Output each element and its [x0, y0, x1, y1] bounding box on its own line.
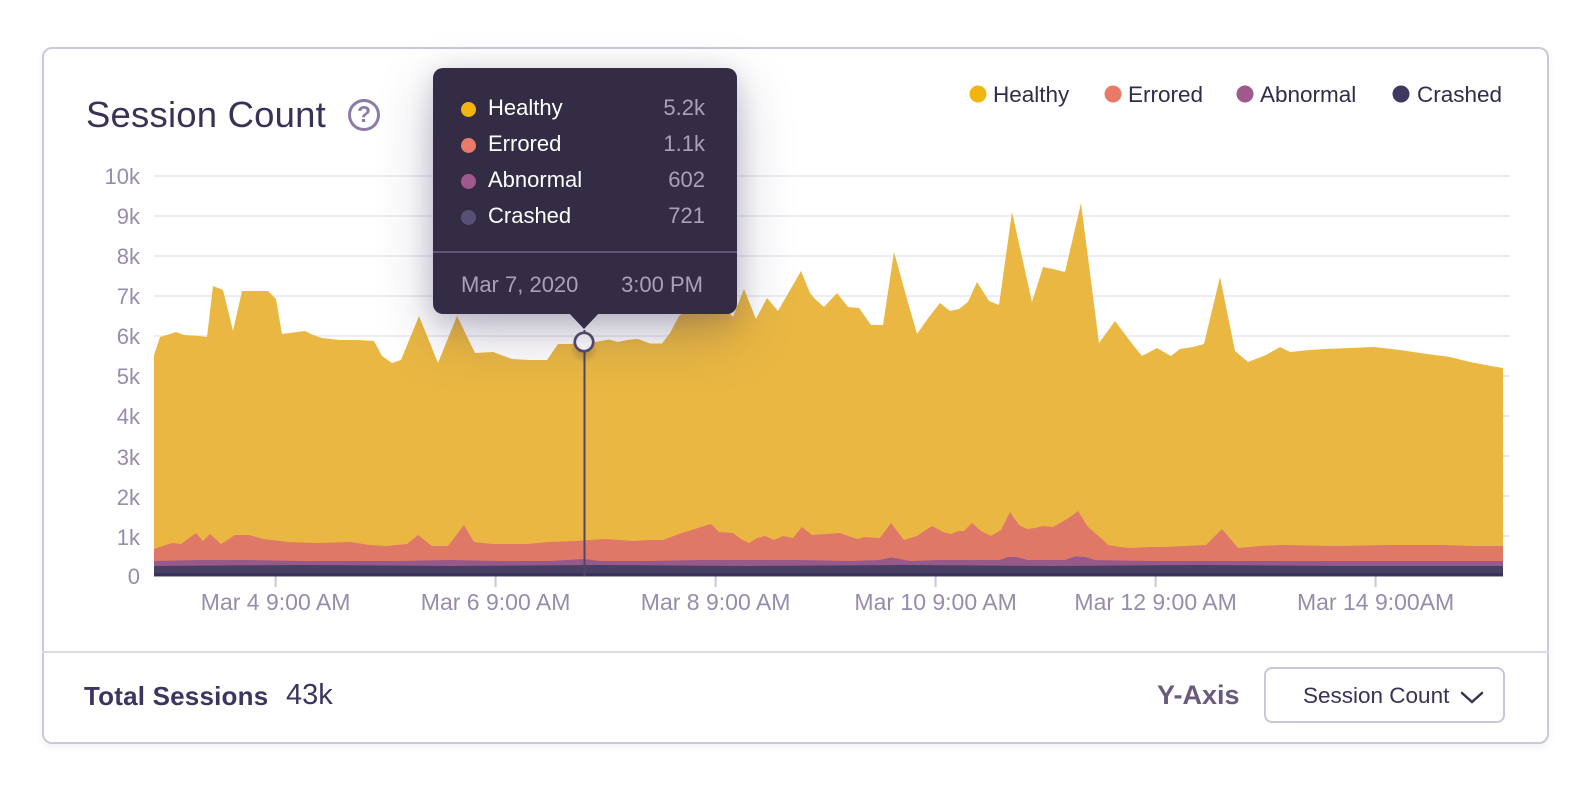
svg-text:Mar 6 9:00 AM: Mar 6 9:00 AM [421, 589, 571, 615]
svg-text:8k: 8k [117, 244, 141, 269]
svg-text:Crashed: Crashed [1417, 82, 1502, 107]
svg-text:Mar 4 9:00 AM: Mar 4 9:00 AM [201, 589, 351, 615]
svg-text:Healthy: Healthy [993, 82, 1070, 107]
svg-text:10k: 10k [105, 164, 141, 189]
svg-text:Mar 14 9:00AM: Mar 14 9:00AM [1297, 589, 1454, 615]
svg-text:2k: 2k [117, 485, 141, 510]
svg-text:0: 0 [128, 564, 140, 589]
svg-text:Errored: Errored [1128, 82, 1203, 107]
svg-text:6k: 6k [117, 324, 141, 349]
svg-text:Abnormal: Abnormal [1260, 82, 1356, 107]
svg-text:Mar 8 9:00 AM: Mar 8 9:00 AM [641, 589, 791, 615]
svg-text:7k: 7k [117, 284, 141, 309]
svg-text:Mar 10 9:00 AM: Mar 10 9:00 AM [854, 589, 1016, 615]
svg-text:3k: 3k [117, 445, 141, 470]
svg-text:Mar 12 9:00 AM: Mar 12 9:00 AM [1074, 589, 1236, 615]
svg-text:9k: 9k [117, 204, 141, 229]
svg-text:5k: 5k [117, 364, 141, 389]
svg-text:4k: 4k [117, 404, 141, 429]
svg-text:1k: 1k [117, 525, 141, 550]
